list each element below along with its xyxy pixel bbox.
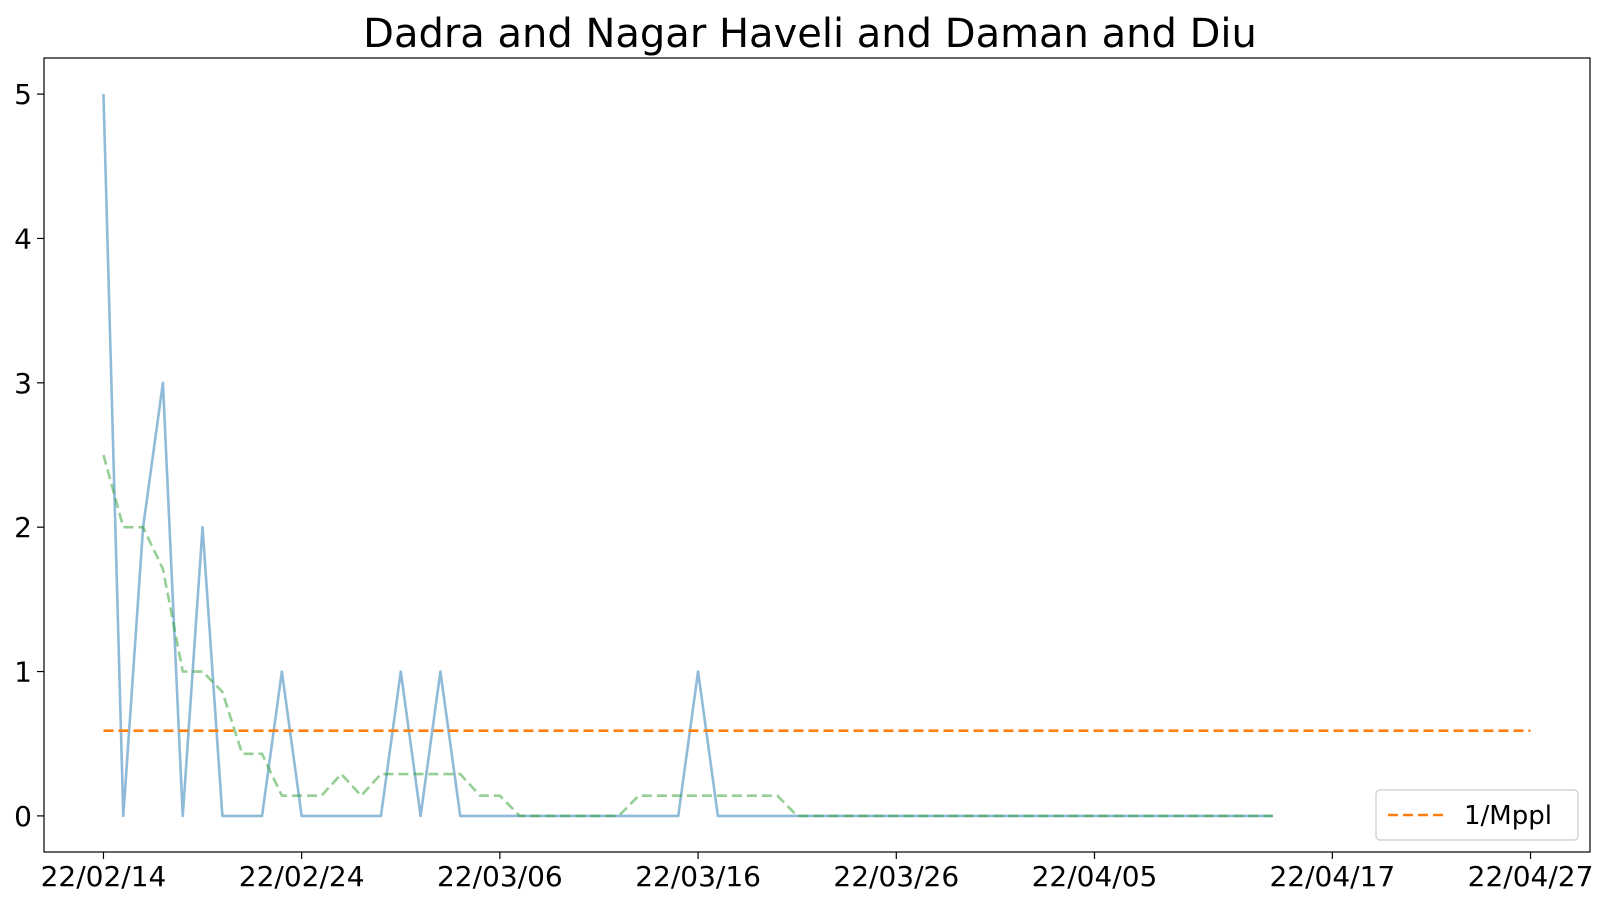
series-layer [102,94,1531,818]
y-axis: 0 1 2 3 4 5 [14,78,44,833]
y-tick-label: 2 [14,511,32,544]
x-tick-label: 22/04/17 [1269,860,1395,893]
rolling-average-line [102,454,1273,818]
legend-box [1375,789,1579,841]
y-tick-label: 0 [14,800,32,833]
plot-frame [43,57,1591,853]
y-tick-label: 3 [14,367,32,400]
x-tick-label: 22/04/05 [1032,860,1158,893]
daily-series-line [102,94,1273,818]
y-tick-label: 5 [14,78,32,111]
y-tick-label: 4 [14,222,32,255]
chart-title: Dadra and Nagar Haveli and Daman and Diu [363,11,1257,57]
x-tick-label: 22/03/06 [437,860,563,893]
x-axis: 22/02/14 22/02/24 22/03/06 22/03/16 22/03/26… [41,852,1594,893]
x-tick-label: 22/03/26 [833,860,959,893]
x-tick-label: 22/03/16 [635,860,761,893]
x-tick-label: 22/02/24 [239,860,365,893]
legend: 1/Mppl [1375,789,1579,841]
legend-label-1-mppl: 1/Mppl [1464,801,1552,831]
x-tick-label: 22/04/27 [1468,860,1594,893]
y-tick-label: 1 [14,656,32,689]
x-tick-label: 22/02/14 [41,860,167,893]
